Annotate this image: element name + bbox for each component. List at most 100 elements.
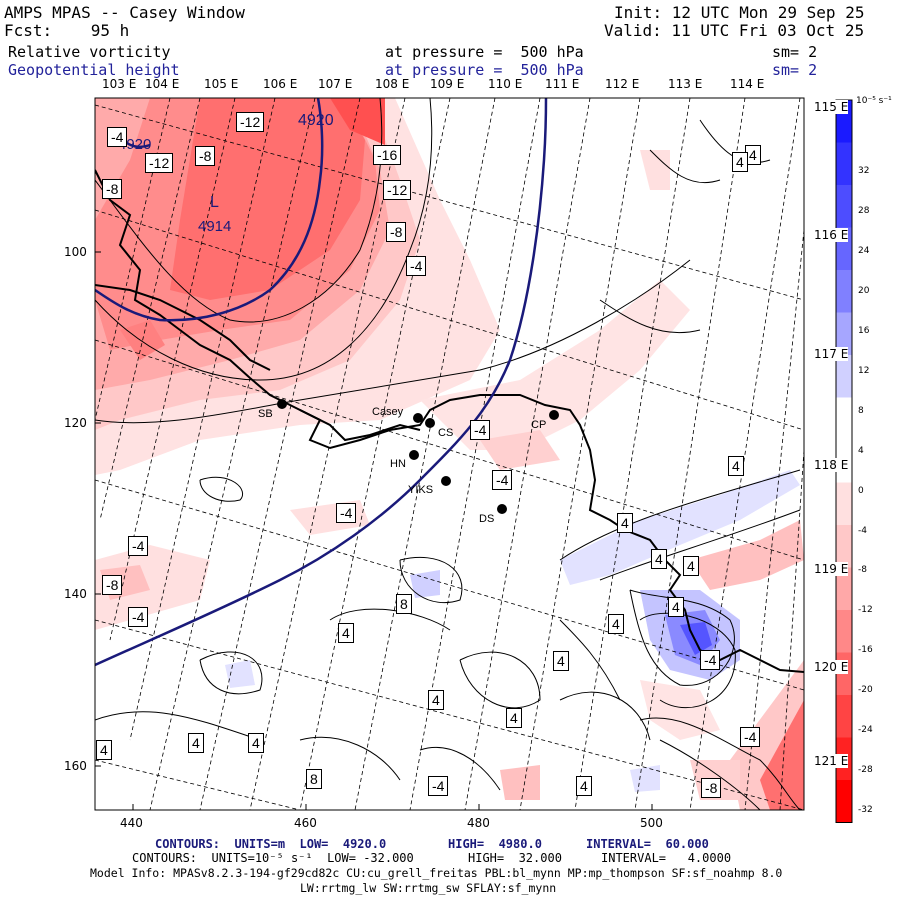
- lon-top-8: 111 E: [545, 77, 580, 91]
- low-marker: L: [210, 194, 219, 211]
- colorbar-label-11: -12: [858, 605, 873, 616]
- x-tick-440: 440: [120, 816, 143, 830]
- vort-label-28: -4: [428, 776, 449, 796]
- colorbar-label-2: 24: [858, 245, 870, 256]
- y-tick-100: 100: [64, 245, 87, 259]
- vort-label-4: -16: [373, 145, 402, 165]
- lon-top-0: 103 E: [102, 77, 137, 91]
- station-dot-cs: [425, 418, 435, 428]
- station-label-sb: SB: [258, 408, 273, 420]
- station-dot-cp: [549, 410, 559, 420]
- vort-label-26: 4: [96, 740, 112, 760]
- axis-ticks: [95, 251, 653, 810]
- colorbar-label-7: 4: [858, 445, 864, 456]
- colorbar-swatch-16: [836, 780, 852, 823]
- colorbar-swatch-5: [836, 312, 852, 355]
- vort-label-10: -4: [470, 420, 491, 440]
- colorbar-swatch-14: [836, 695, 852, 738]
- plot-frame: [94, 97, 805, 811]
- vort-label-12: -4: [336, 503, 357, 523]
- station-markers: [277, 399, 559, 514]
- forecast-hour: Fcst: 95 h: [4, 21, 130, 40]
- vort-label-6: -8: [386, 222, 407, 242]
- station-label-yiks: YIKS: [408, 484, 434, 496]
- vort-label-14: -4: [128, 536, 149, 556]
- y-tick-120: 120: [64, 416, 87, 430]
- colorbar-swatch-2: [836, 185, 852, 228]
- colorbar-swatch-10: [836, 525, 852, 568]
- colorbar-label-4: 16: [858, 325, 870, 336]
- height-label-4920: 4920: [298, 112, 334, 129]
- y-tick-140: 140: [64, 587, 87, 601]
- field2-name: Geopotential height: [8, 61, 180, 79]
- vort-contour-info: CONTOURS: UNITS=10⁻⁵ s⁻¹ LOW= -32.000: [132, 851, 414, 865]
- vort-label-35: -4: [740, 727, 761, 747]
- colorbar: [835, 99, 853, 823]
- vort-label-25: 4: [248, 733, 264, 753]
- vort-label-31: -4: [700, 650, 721, 670]
- colorbar-swatch-6: [836, 355, 852, 398]
- colorbar-label-3: 20: [858, 285, 870, 296]
- station-dot-hn: [409, 450, 419, 460]
- lon-top-2: 105 E: [204, 77, 239, 91]
- colorbar-unit: 10⁻⁵ s⁻¹: [856, 96, 892, 106]
- vort-label-27: 8: [306, 769, 322, 789]
- field1-level: at pressure = 500 hPa: [385, 43, 584, 61]
- lon-top-10: 113 E: [668, 77, 703, 91]
- field2-level: at pressure = 500 hPa: [385, 61, 584, 79]
- vort-label-22: 4: [428, 690, 444, 710]
- colorbar-swatch-12: [836, 610, 852, 653]
- field1-sm: sm= 2: [772, 43, 818, 61]
- vort-label-32: 4: [651, 549, 667, 569]
- vort-label-23: 4: [506, 708, 522, 728]
- colorbar-label-0: 32: [858, 165, 870, 176]
- vort-label-16: -4: [128, 607, 149, 627]
- vort-label-7: -4: [406, 256, 427, 276]
- vorticity-shading: [95, 98, 804, 810]
- vort-label-34: -8: [701, 778, 722, 798]
- vort-label-1: -12: [236, 112, 265, 132]
- vort-label-3: -8: [195, 146, 216, 166]
- colorbar-swatch-9: [836, 482, 852, 525]
- field1-name: Relative vorticity: [8, 43, 171, 61]
- station-label-cp: CP: [531, 419, 547, 431]
- colorbar-swatch-7: [836, 397, 852, 440]
- height-contour-high: HIGH= 4980.0: [448, 837, 542, 851]
- colorbar-swatch-11: [836, 567, 852, 610]
- vort-label-21: 4: [553, 651, 569, 671]
- map-title: AMPS MPAS -- Casey Window: [4, 3, 245, 22]
- vort-label-20: 4: [608, 614, 624, 634]
- vort-label-29: 4: [576, 776, 592, 796]
- lon-right-1: 116 E: [814, 228, 849, 242]
- y-tick-160: 160: [64, 759, 87, 773]
- lon-top-6: 109 E: [430, 77, 465, 91]
- x-tick-500: 500: [640, 816, 663, 830]
- vort-label-30: 4: [668, 597, 684, 617]
- model-info-physics: LW:rrtmg_lw SW:rrtmg_sw SFLAY:sf_mynn: [300, 881, 557, 895]
- vort-label-18: 8: [396, 594, 412, 614]
- height-contour-info: CONTOURS: UNITS=m LOW= 4920.0: [155, 837, 387, 851]
- colorbar-label-13: -20: [858, 685, 873, 696]
- lon-right-2: 117 E: [814, 347, 849, 361]
- colorbar-label-8: 0: [858, 485, 864, 496]
- x-tick-480: 480: [467, 816, 490, 830]
- colorbar-label-14: -24: [858, 725, 873, 736]
- x-tick-460: 460: [294, 816, 317, 830]
- lon-top-7: 110 E: [488, 77, 523, 91]
- lon-right-6: 121 E: [814, 754, 849, 768]
- colorbar-label-6: 8: [858, 405, 864, 416]
- station-label-cs: CS: [438, 427, 454, 439]
- vort-label-13: 4: [728, 456, 744, 476]
- lon-right-3: 118 E: [814, 458, 849, 472]
- vort-label-15: -8: [102, 575, 123, 595]
- colorbar-label-5: 12: [858, 365, 870, 376]
- vort-contour-interval: INTERVAL= 4.0000: [601, 851, 732, 865]
- low-value: 4914: [198, 218, 232, 235]
- vort-label-11: -4: [492, 470, 513, 490]
- colorbar-label-9: -4: [858, 525, 867, 536]
- station-label-ds: DS: [479, 513, 495, 525]
- vort-label-17: 4: [617, 513, 633, 533]
- colorbar-label-12: -16: [858, 645, 873, 656]
- colorbar-label-16: -32: [858, 805, 873, 816]
